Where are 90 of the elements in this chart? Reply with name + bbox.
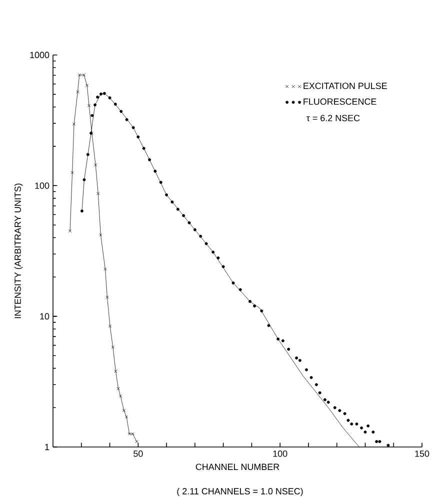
point (99, 233, 102, 236)
point (253, 304, 256, 308)
point (366, 424, 370, 428)
point (282, 339, 285, 342)
point (386, 444, 390, 447)
legend-label: FLUORESCENCE (304, 98, 376, 105)
point (94, 163, 98, 167)
point (125, 415, 128, 418)
y-tick-label: 1 (45, 444, 50, 450)
point (116, 386, 120, 390)
point (318, 391, 322, 394)
point (96, 192, 100, 196)
point (100, 92, 103, 96)
point (199, 234, 202, 238)
point (360, 426, 364, 430)
annotation: τ = 6.2 NSEC (306, 114, 360, 122)
x-tick-label: 50 (134, 450, 143, 457)
point (76, 90, 80, 94)
point (111, 346, 115, 349)
y-tick-label: 10 (40, 313, 50, 320)
point (326, 400, 330, 404)
point (315, 383, 318, 386)
point (108, 96, 112, 100)
point (125, 118, 128, 122)
point (287, 348, 290, 351)
point (132, 126, 135, 130)
point (194, 228, 197, 232)
y-tick-label: 1000 (30, 52, 50, 58)
point (182, 214, 186, 218)
point (232, 281, 235, 284)
point (260, 309, 264, 312)
point (343, 412, 346, 416)
point (94, 103, 97, 106)
point (114, 102, 118, 106)
point (86, 153, 90, 156)
point (142, 146, 146, 150)
point (338, 409, 342, 412)
point (248, 300, 252, 303)
point (216, 256, 220, 260)
point (80, 209, 84, 212)
point (372, 430, 375, 434)
y-axis-title: INTENSITY (ARBITRARY UNITS) (14, 184, 23, 318)
point (212, 250, 215, 254)
point (276, 338, 280, 341)
point (88, 104, 91, 108)
point (305, 368, 308, 372)
point (364, 430, 367, 434)
point (70, 170, 74, 174)
x-tick-label: 150 (415, 450, 430, 457)
point (154, 170, 157, 173)
point (102, 92, 106, 95)
point (346, 418, 350, 422)
point (222, 265, 225, 268)
point (119, 394, 122, 398)
point (176, 208, 180, 211)
point (86, 84, 89, 87)
point (136, 135, 140, 138)
point (188, 221, 191, 224)
point (106, 296, 109, 299)
point (324, 398, 327, 402)
point (82, 178, 86, 182)
point (310, 376, 313, 380)
point (378, 440, 382, 444)
point (96, 96, 100, 99)
point (204, 242, 208, 246)
point (267, 324, 270, 328)
point (295, 356, 298, 360)
text: ( 2.11 CHANNELS = 1.0 NSEC) (177, 488, 303, 496)
point (72, 122, 76, 126)
y-tick-label: 100 (35, 182, 50, 189)
point (159, 180, 162, 184)
point (350, 422, 354, 426)
x-axis-title: CHANNEL NUMBER (196, 464, 280, 470)
point (108, 324, 112, 328)
point (128, 432, 132, 436)
point (131, 432, 134, 436)
point (170, 200, 174, 204)
x-tick-label: 100 (273, 450, 288, 457)
point (375, 440, 378, 444)
point (90, 114, 94, 118)
point (298, 358, 302, 362)
point (333, 406, 336, 410)
point (238, 288, 242, 292)
point (148, 158, 152, 162)
point (122, 408, 126, 412)
point (165, 193, 168, 196)
point (104, 267, 107, 271)
point (355, 422, 358, 426)
point (120, 110, 123, 113)
legend-label: EXCITATION PULSE (304, 82, 388, 90)
